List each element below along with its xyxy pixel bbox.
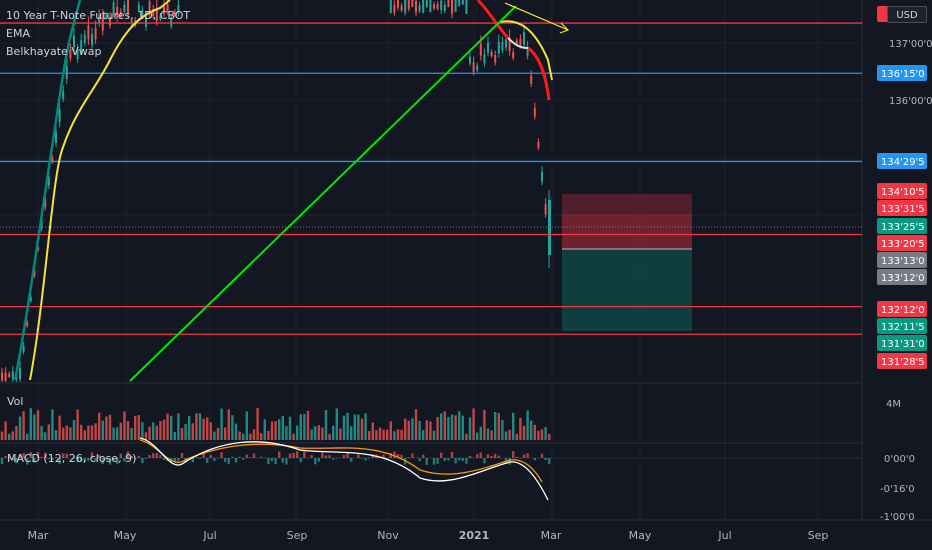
- svg-text:133'20'5: 133'20'5: [881, 239, 925, 250]
- svg-text:133'12'0: 133'12'0: [881, 273, 925, 284]
- svg-text:131'28'5: 131'28'5: [881, 357, 925, 368]
- price-tag-8: 132'12'0: [877, 301, 927, 317]
- price-tag-3: 133'31'5: [877, 200, 927, 216]
- vwap-upper-yellow[interactable]: [499, 20, 553, 81]
- price-tag-7: 133'12'0: [877, 269, 927, 285]
- vwap-white-segment: [507, 37, 529, 49]
- stop-loss-zone-inner: [562, 214, 692, 249]
- svg-text:133'31'5: 133'31'5: [881, 204, 925, 215]
- short-position-tool[interactable]: [562, 194, 692, 331]
- time-axis-label-1: May: [114, 529, 137, 542]
- time-axis-label-9: Sep: [808, 529, 829, 542]
- svg-text:132'12'0: 132'12'0: [881, 305, 925, 316]
- macd-axis-tick-2: -1'00'0: [880, 512, 915, 523]
- price-tags: 136'15'0 134'29'5 134'10'5 133'31'5 133'25'5…: [877, 6, 927, 369]
- trendline[interactable]: [129, 5, 517, 382]
- time-axis-label-0: Mar: [28, 529, 49, 542]
- volume-bars: [0, 408, 551, 440]
- macd-axis-tick-0: 0'00'0: [884, 454, 915, 465]
- time-axis-label-8: Jul: [717, 529, 731, 542]
- price-tag-0: 136'15'0: [877, 65, 927, 81]
- time-axis-label-4: Nov: [377, 529, 399, 542]
- price-tag-9: 132'11'5: [877, 318, 927, 334]
- price-tag-2: 134'10'5: [877, 183, 927, 199]
- time-axis-label-3: Sep: [287, 529, 308, 542]
- vwap-legend[interactable]: Belkhayate Vwap: [6, 45, 102, 58]
- svg-text:133'13'0: 133'13'0: [881, 256, 925, 267]
- chart-title[interactable]: 10 Year T-Note Futures, 1D, CBOT: [6, 9, 191, 22]
- vwap-red-curve-2[interactable]: [527, 46, 551, 101]
- volume-legend[interactable]: Vol: [7, 395, 24, 408]
- price-tag-10: 131'31'0: [877, 335, 927, 351]
- svg-text:132'11'5: 132'11'5: [881, 322, 925, 333]
- time-axis-label-6: Mar: [541, 529, 562, 542]
- macd-legend[interactable]: MACD (12, 26, close, 9): [7, 452, 137, 465]
- ema-line[interactable]: [29, 0, 171, 381]
- time-axis-label-2: Jul: [202, 529, 216, 542]
- svg-text:133'25'5: 133'25'5: [881, 222, 925, 233]
- price-tag-6: 133'13'0: [877, 252, 927, 268]
- horizontal-lines[interactable]: [0, 22, 862, 335]
- pane-separators: [0, 0, 932, 521]
- price-tag-1: 134'29'5: [877, 153, 927, 169]
- vwap-red-curve[interactable]: [476, 0, 510, 40]
- price-tag-11: 131'28'5: [877, 353, 927, 369]
- macd-pane: [0, 437, 862, 501]
- svg-text:131'31'0: 131'31'0: [881, 339, 925, 350]
- volume-axis-label: 4M: [886, 399, 901, 410]
- price-axis-tick-0: 137'00'0: [889, 39, 932, 50]
- svg-text:134'10'5: 134'10'5: [881, 187, 925, 198]
- price-axis-tick-1: 136'00'0: [889, 96, 932, 107]
- svg-text:134'29'5: 134'29'5: [881, 157, 925, 168]
- svg-text:136'15'0: 136'15'0: [881, 69, 925, 80]
- time-axis[interactable]: Mar May Jul Sep Nov 2021 Mar May Jul Sep: [28, 529, 829, 542]
- price-axis[interactable]: 137'00'0 136'00'0: [889, 39, 932, 107]
- arrow-drawing[interactable]: [504, 2, 570, 34]
- price-tag-4: 133'25'5: [877, 218, 927, 234]
- time-axis-label-7: May: [629, 529, 652, 542]
- vwap-band-fast[interactable]: [13, 0, 82, 381]
- grid: [0, 0, 862, 520]
- price-tag-5: 133'20'5: [877, 235, 927, 251]
- stop-loss-zone[interactable]: [562, 194, 692, 249]
- macd-axis-tick-1: -0'16'0: [880, 484, 915, 495]
- take-profit-zone[interactable]: [562, 249, 692, 331]
- currency-button[interactable]: USD: [887, 6, 927, 23]
- time-axis-label-5: 2021: [459, 529, 490, 542]
- ema-legend[interactable]: EMA: [6, 27, 30, 40]
